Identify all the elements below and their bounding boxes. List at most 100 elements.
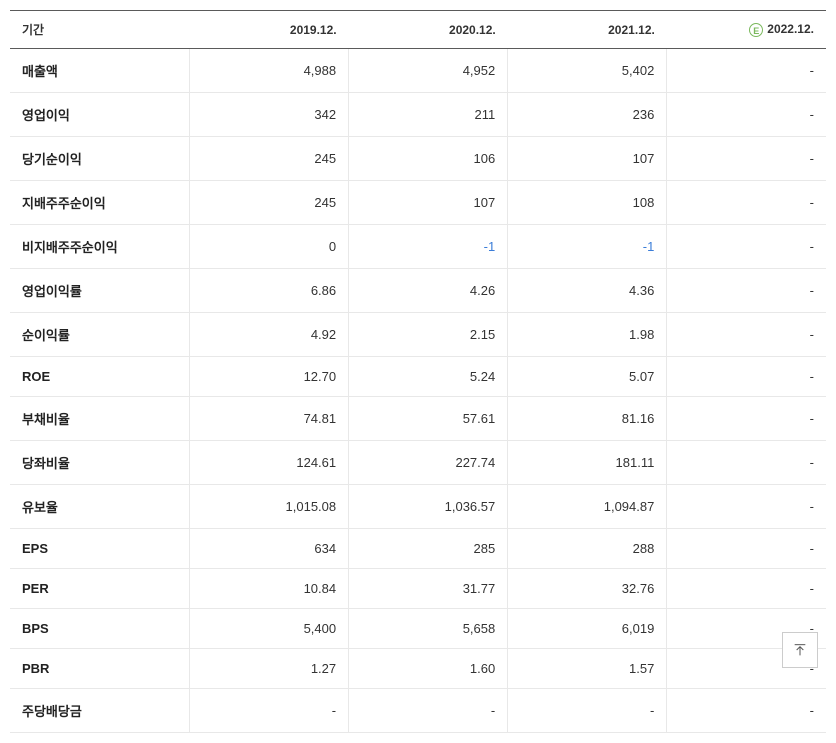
cell-value: 5,400 [190,609,349,649]
cell-value: 81.16 [508,397,667,441]
cell-value: 6,019 [508,609,667,649]
row-label: PER [10,569,190,609]
cell-value: 4.92 [190,313,349,357]
cell-value: 245 [190,181,349,225]
row-label: 부채비율 [10,397,190,441]
table-row: 당좌비율124.61227.74181.11- [10,441,826,485]
cell-value: 10.84 [190,569,349,609]
row-label: BPS [10,609,190,649]
cell-value: 1.27 [190,649,349,689]
row-label: 지배주주순이익 [10,181,190,225]
cell-value: - [667,397,826,441]
cell-value: 108 [508,181,667,225]
cell-value: - [667,357,826,397]
cell-value: 4,988 [190,49,349,93]
cell-value: 6.86 [190,269,349,313]
header-period: 2021.12. [508,11,667,49]
cell-value: - [667,137,826,181]
cell-value: 5,658 [349,609,508,649]
table-row: 매출액4,9884,9525,402- [10,49,826,93]
cell-value: 1,015.08 [190,485,349,529]
table-row: ROE12.705.245.07- [10,357,826,397]
table-row: EPS634285288- [10,529,826,569]
cell-value: 2.15 [349,313,508,357]
row-label: EPS [10,529,190,569]
cell-value: 74.81 [190,397,349,441]
cell-value: 236 [508,93,667,137]
cell-value: 57.61 [349,397,508,441]
cell-value: 32.76 [508,569,667,609]
cell-value: - [667,93,826,137]
cell-value: 4,952 [349,49,508,93]
cell-value: 211 [349,93,508,137]
table-header-row: 기간 2019.12. 2020.12. 2021.12. E2022.12. [10,11,826,49]
cell-value: 12.70 [190,357,349,397]
row-label: 당좌비율 [10,441,190,485]
estimate-badge: E [749,23,763,37]
table-row: BPS5,4005,6586,019- [10,609,826,649]
cell-value: -1 [508,225,667,269]
table-row: PBR1.271.601.57- [10,649,826,689]
header-period-text: 2019.12. [290,23,337,37]
row-label: PBR [10,649,190,689]
table-row: 유보율1,015.081,036.571,094.87- [10,485,826,529]
header-period: 2019.12. [190,11,349,49]
row-label: 순이익률 [10,313,190,357]
cell-value: 1.57 [508,649,667,689]
header-label: 기간 [10,11,190,49]
table-row: 부채비율74.8157.6181.16- [10,397,826,441]
header-period-text: 2020.12. [449,23,496,37]
cell-value: 106 [349,137,508,181]
cell-value: - [667,485,826,529]
cell-value: 5.24 [349,357,508,397]
cell-value: 227.74 [349,441,508,485]
cell-value: 1,094.87 [508,485,667,529]
arrow-up-icon [792,642,808,658]
row-label: 영업이익률 [10,269,190,313]
row-label: 영업이익 [10,93,190,137]
table-row: 주당배당금---- [10,689,826,733]
table-row: PER10.8431.7732.76- [10,569,826,609]
row-label: 비지배주주순이익 [10,225,190,269]
cell-value: - [667,313,826,357]
cell-value: - [667,529,826,569]
table-row: 지배주주순이익245107108- [10,181,826,225]
table-row: 순이익률4.922.151.98- [10,313,826,357]
row-label: 주당배당금 [10,689,190,733]
table-row: 당기순이익245106107- [10,137,826,181]
cell-value: - [667,569,826,609]
cell-value: - [667,689,826,733]
cell-value: - [667,181,826,225]
cell-value: - [508,689,667,733]
row-label: 매출액 [10,49,190,93]
financial-table: 기간2019.12.2020.12.2021.12.E2022.12. 매출액4… [10,10,826,733]
header-period: E2022.12. [667,11,826,49]
scroll-top-button[interactable] [782,632,818,668]
table-row: 영업이익342211236- [10,93,826,137]
cell-value: 124.61 [190,441,349,485]
cell-value: 107 [508,137,667,181]
header-period-text: 2021.12. [608,23,655,37]
row-label: ROE [10,357,190,397]
cell-value: - [667,49,826,93]
cell-value: - [667,225,826,269]
table-body: 매출액4,9884,9525,402-영업이익342211236-당기순이익24… [10,49,826,733]
cell-value: 107 [349,181,508,225]
cell-value: -1 [349,225,508,269]
cell-value: 181.11 [508,441,667,485]
cell-value: - [667,269,826,313]
cell-value: 1,036.57 [349,485,508,529]
row-label: 유보율 [10,485,190,529]
table-row: 영업이익률6.864.264.36- [10,269,826,313]
cell-value: 4.26 [349,269,508,313]
cell-value: 1.98 [508,313,667,357]
cell-value: 285 [349,529,508,569]
row-label: 당기순이익 [10,137,190,181]
cell-value: - [190,689,349,733]
cell-value: 245 [190,137,349,181]
cell-value: - [349,689,508,733]
cell-value: 1.60 [349,649,508,689]
cell-value: 288 [508,529,667,569]
table-row: 비지배주주순이익0-1-1- [10,225,826,269]
cell-value: 31.77 [349,569,508,609]
